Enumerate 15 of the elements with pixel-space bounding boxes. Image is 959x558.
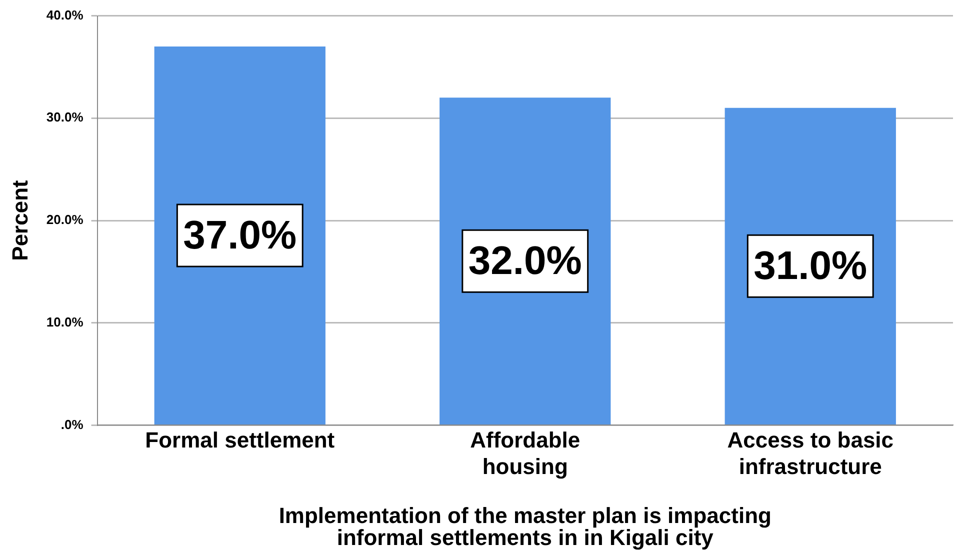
y-axis-title: Percent (7, 179, 32, 261)
x-axis-title: Implementation of the master plan is impacting informal settlements in in Kigali city (278, 503, 772, 550)
bar (440, 98, 611, 424)
y-tick-label: 30.0% (46, 110, 84, 125)
data-label: 31.0% (754, 244, 868, 288)
data-label: 32.0% (468, 239, 582, 284)
x-tick-label: Affordable housing (470, 427, 580, 479)
y-tick-label: 10.0% (46, 314, 84, 330)
bar (154, 46, 326, 424)
y-tick-label: 40.0% (46, 7, 84, 22)
x-tick-label: Access to basic infrastructure (727, 427, 894, 479)
data-label: 37.0% (183, 214, 297, 258)
x-tick-label: Formal settlement (145, 427, 336, 452)
y-tick-label: 20.0% (46, 212, 84, 228)
y-tick-label: .0% (60, 416, 84, 432)
